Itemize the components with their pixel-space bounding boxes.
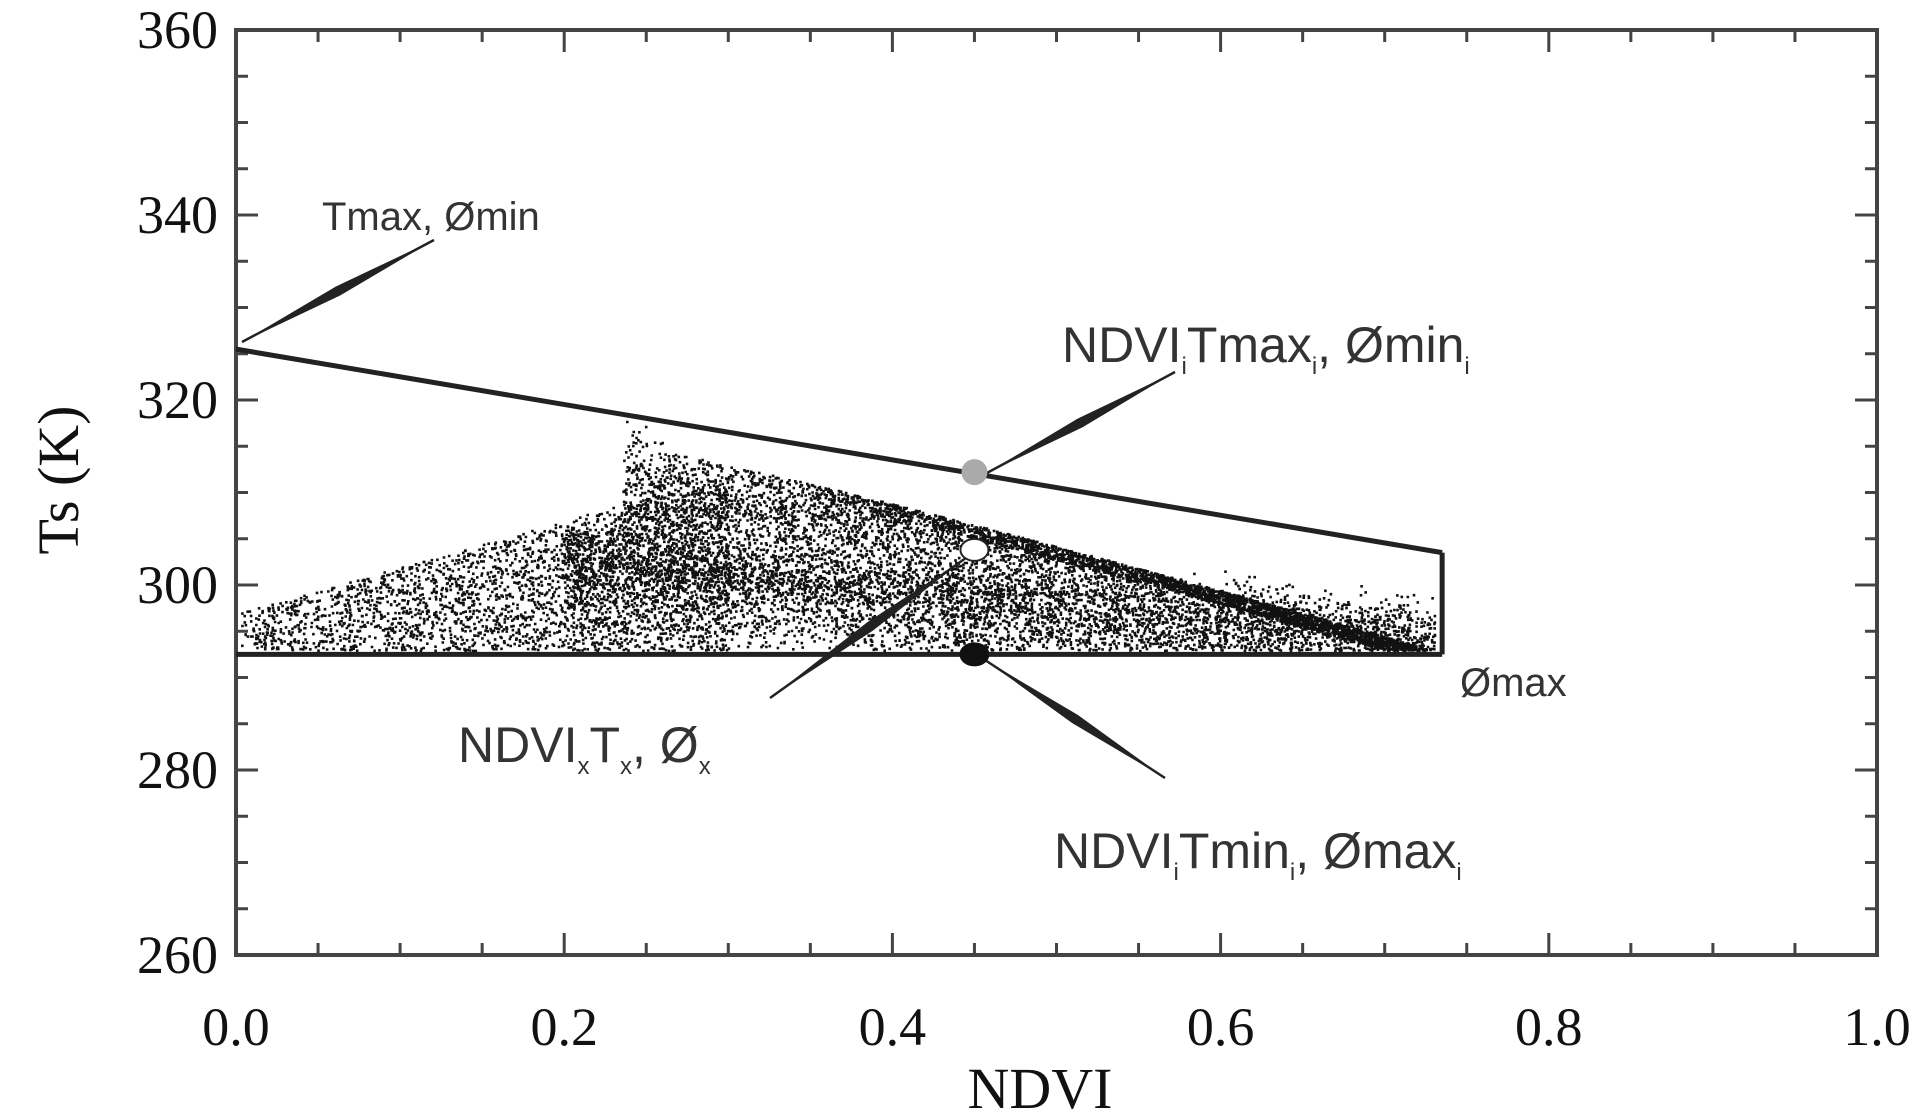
annotation-tmax-phimin: Tmax, Ømin (322, 195, 540, 239)
y-tick-label: 260 (137, 925, 218, 985)
y-tick-label: 360 (137, 0, 218, 60)
x-tick-label: 0.8 (1515, 997, 1583, 1057)
y-tick-label: 320 (137, 370, 218, 430)
dry-edge-line (235, 346, 1443, 556)
special-points (959, 459, 990, 667)
x-tick-label: 0.0 (202, 997, 270, 1057)
x-tick-label: 0.2 (530, 997, 598, 1057)
point-pixel (959, 537, 990, 562)
dry-i-sub-1: i (1181, 353, 1186, 380)
dry-i-part-tmax: Tmax (1187, 317, 1312, 373)
pixel-x-sub-2: x (620, 753, 632, 780)
pixel-x-part-phi: , Ø (632, 717, 699, 773)
arrow-pixel-x-stem (769, 553, 971, 700)
wet-i-sub-2: i (1290, 859, 1295, 886)
pixel-x-part-ndvi: NDVI (458, 717, 577, 773)
x-tick-label: 1.0 (1843, 997, 1911, 1057)
scatter-points (241, 420, 1437, 653)
scatter-point-cloud (241, 420, 1437, 653)
wet-i-sub-3: i (1456, 859, 1461, 886)
annotation-wet-i: NDVIiTmini, Ømaxi (1054, 823, 1462, 886)
x-tick-label: 0.6 (1187, 997, 1255, 1057)
x-tick-label: 0.4 (859, 997, 927, 1057)
dry-i-sub-3: i (1464, 353, 1469, 380)
y-tick-label: 340 (137, 185, 218, 245)
wet-i-part-ndvi: NDVI (1054, 823, 1173, 879)
y-tick-labels: 260 280 300 320 340 360 (137, 0, 218, 985)
wet-i-sub-1: i (1173, 859, 1178, 886)
pixel-x-part-t: T (589, 717, 620, 773)
y-tick-label: 280 (137, 740, 218, 800)
pixel-x-sub-1: x (577, 753, 589, 780)
plot-frame (234, 28, 1879, 957)
annotation-pixel-x: NDVIxTx, Øx (458, 717, 711, 780)
dry-i-part-phimin: , Ømin (1317, 317, 1464, 373)
point-dry-edge (961, 459, 988, 486)
point-wet-edge (959, 642, 990, 667)
dry-i-part-ndvi: NDVI (1062, 317, 1181, 373)
wet-i-part-phimax: , Ømax (1295, 823, 1456, 879)
annotation-dry-i: NDVIiTmaxi, Ømini (1062, 317, 1470, 380)
annotation-phimax: Ømax (1460, 661, 1567, 705)
x-tick-labels: 0.0 0.2 0.4 0.6 0.8 1.0 (202, 997, 1911, 1057)
pixel-x-sub-3: x (699, 753, 711, 780)
wet-i-part-tmin: Tmin (1179, 823, 1290, 879)
plot-border (234, 28, 1879, 957)
dry-i-sub-2: i (1312, 353, 1317, 380)
arrow-tmax-phimin-stem (241, 238, 435, 344)
triangle-edges (235, 346, 1445, 657)
annotation-arrows (241, 238, 1176, 780)
y-axis-title: Ts (K) (26, 406, 91, 555)
tick-marks (234, 28, 1879, 957)
x-axis-title: NDVI (968, 1056, 1113, 1110)
arrow-dry-i-stem (984, 370, 1176, 476)
y-tick-label: 300 (137, 555, 218, 615)
arrow-wet-i-stem (984, 658, 1166, 780)
